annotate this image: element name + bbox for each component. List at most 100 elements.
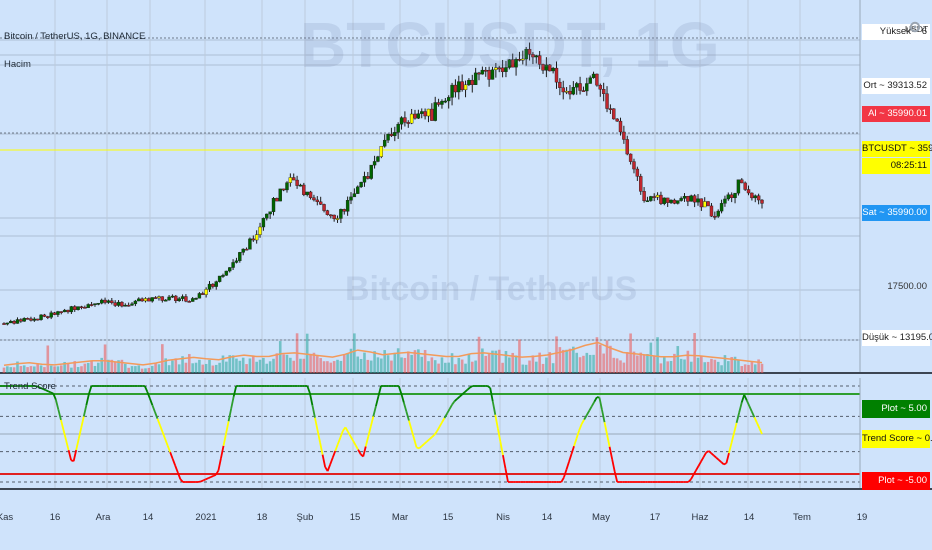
volume-bar — [235, 358, 238, 373]
candle-body — [453, 84, 458, 93]
time-axis-label: Tem — [793, 512, 811, 523]
gear-icon[interactable] — [908, 20, 922, 34]
candle-body — [490, 69, 495, 80]
candle-body — [750, 192, 754, 199]
trend-score-segment — [306, 385, 311, 394]
volume-bar — [322, 361, 326, 373]
trend-score-segment — [88, 385, 93, 395]
trend-score-segment — [585, 410, 591, 416]
trend-score-segment — [454, 398, 458, 402]
candle-body — [736, 179, 741, 194]
candle-body — [679, 198, 683, 201]
candle-body — [642, 191, 646, 201]
trend-score-segment — [169, 451, 174, 460]
trend-score-segment — [565, 461, 570, 470]
trend-score-segment — [448, 404, 453, 410]
candle-body — [544, 64, 549, 71]
candle-body — [86, 304, 90, 308]
trend-score-segment — [563, 469, 568, 478]
candle-body — [177, 298, 181, 302]
candle-body — [615, 118, 619, 122]
trend-score-segment — [212, 473, 217, 477]
volume-bar — [177, 364, 181, 373]
candle-body — [251, 238, 255, 241]
volume-bar — [534, 361, 538, 373]
volume-bar — [592, 354, 595, 373]
candle-body — [342, 209, 346, 212]
candle-body — [99, 299, 104, 304]
time-axis-label: 16 — [49, 512, 61, 523]
trend-score-segment — [35, 385, 39, 388]
candle-body — [369, 164, 373, 179]
volume-bar — [6, 366, 9, 373]
volume-bar — [356, 356, 360, 373]
volume-bar — [76, 367, 80, 373]
candle-body — [409, 113, 414, 124]
volume-bar — [90, 360, 93, 373]
trend-score-segment — [733, 422, 738, 434]
name-watermark: Bitcoin / TetherUS — [345, 270, 638, 308]
trend-score-segment — [578, 423, 583, 431]
trend-score-segment — [146, 391, 151, 399]
trend-score-segment — [502, 454, 507, 469]
volume-legend[interactable]: Hacim — [4, 59, 31, 70]
volume-bar — [184, 362, 188, 373]
candle-body — [268, 211, 272, 215]
volume-bar — [214, 364, 218, 373]
symbol-legend[interactable]: Bitcoin / TetherUS, 1G, BINANCE — [4, 31, 146, 42]
volume-bar — [417, 349, 420, 373]
volume-bar — [73, 361, 77, 373]
volume-bar — [198, 359, 201, 373]
candle-body — [608, 108, 613, 110]
trend-score-pane[interactable]: Trend Score Plot ~ 5.00 Trend Score ~ 0.… — [0, 378, 932, 490]
trend-score-segment — [151, 404, 156, 413]
low-price-tag: Düşük ~ 13195.05 — [862, 330, 932, 346]
last-price-tag: BTCUSDT ~ 35990.01 — [862, 141, 932, 157]
volume-bar — [494, 350, 498, 373]
trend-score-canvas[interactable] — [0, 378, 932, 490]
volume-bar — [743, 364, 747, 373]
volume-bar — [497, 349, 501, 373]
price-pane[interactable]: BTCUSDT, 1G Bitcoin / TetherUS Bitcoin /… — [0, 0, 932, 374]
volume-bar — [332, 361, 336, 373]
trend-score-segment — [421, 443, 425, 447]
candle-body — [73, 306, 77, 310]
volume-bar — [545, 357, 548, 373]
trend-score-segment — [154, 411, 159, 419]
trend-score-segment — [210, 475, 214, 478]
trend-score-segment — [166, 445, 172, 453]
volume-bar — [474, 360, 477, 373]
plot-upper-tag: Plot ~ 5.00 — [862, 400, 930, 418]
candle-body — [190, 298, 195, 302]
indicator-legend[interactable]: Trend Score — [4, 381, 56, 392]
trend-score-segment — [494, 414, 499, 429]
candle-body — [686, 196, 690, 202]
trend-score-segment — [397, 385, 403, 394]
trend-score-segment — [171, 458, 177, 466]
time-axis[interactable]: Kas 16 Ara 14 2021 18 Şub 15 Mar 15 Nis 14 May 17 Haz 1… — [0, 490, 932, 550]
candle-body — [56, 311, 60, 315]
volume-bar — [433, 360, 437, 373]
candle-body — [137, 298, 141, 302]
volume-bar — [396, 348, 400, 373]
volume-bar — [53, 366, 56, 373]
time-axis-label: Ara — [95, 512, 111, 523]
candle-body — [174, 295, 178, 302]
trend-score-tag: Trend Score ~ 0.00 — [862, 430, 932, 448]
trend-score-segment — [751, 411, 756, 418]
volume-bar — [568, 348, 572, 373]
trend-score-segment — [753, 416, 758, 424]
sell-price-tag: Sat ~ 35990.00 — [862, 205, 930, 221]
candle-body — [477, 72, 481, 75]
candle-body — [423, 111, 427, 117]
price-chart-canvas[interactable] — [0, 0, 932, 374]
trend-score-segment — [336, 437, 342, 445]
trend-score-segment — [232, 385, 238, 397]
candle-body — [305, 191, 309, 195]
trend-score-segment — [82, 405, 88, 417]
trend-score-segment — [436, 426, 441, 432]
volume-bar — [208, 359, 211, 373]
candle-body — [578, 83, 582, 91]
volume-bar — [750, 361, 754, 373]
trend-score-segment — [372, 405, 377, 417]
